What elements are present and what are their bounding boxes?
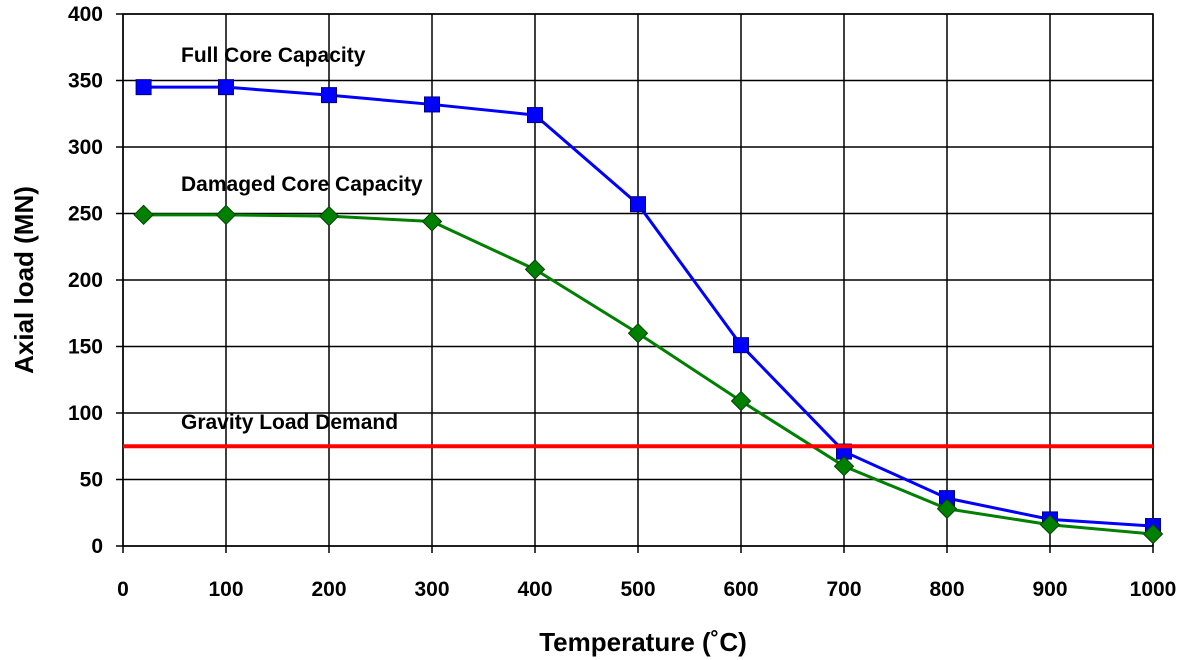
plot-frame bbox=[122, 13, 1154, 547]
data-point-damaged-core-capacity bbox=[627, 322, 649, 344]
data-point-damaged-core-capacity bbox=[133, 204, 154, 226]
y-tick-label: 300 bbox=[68, 136, 103, 159]
y-tick-label: 250 bbox=[68, 203, 103, 226]
x-tick-label: 1000 bbox=[1130, 578, 1177, 601]
x-tick-label: 700 bbox=[826, 578, 861, 601]
data-point-full-core-capacity bbox=[135, 79, 152, 96]
data-point-full-core-capacity bbox=[218, 79, 234, 96]
data-point-damaged-core-capacity bbox=[730, 390, 752, 412]
series-layer bbox=[123, 79, 1164, 545]
y-axis-title: Axial load (MN) bbox=[9, 186, 39, 374]
x-tick-label: 300 bbox=[414, 578, 449, 601]
data-point-full-core-capacity bbox=[527, 107, 543, 124]
annotation-full-core: Full Core Capacity bbox=[181, 44, 366, 67]
data-point-damaged-core-capacity bbox=[1142, 523, 1164, 545]
y-tick-label: 400 bbox=[68, 3, 103, 26]
data-point-damaged-core-capacity bbox=[833, 455, 855, 477]
x-tick-label: 400 bbox=[517, 578, 552, 601]
y-tick-label: 200 bbox=[68, 269, 103, 292]
series-line-full-core-capacity bbox=[143, 85, 1154, 528]
annotation-damaged-core: Damaged Core Capacity bbox=[181, 173, 423, 196]
x-tick-label: 500 bbox=[620, 578, 655, 601]
x-tick-label: 800 bbox=[929, 578, 964, 601]
data-point-damaged-core-capacity bbox=[1039, 514, 1061, 535]
data-point-damaged-core-capacity bbox=[215, 204, 237, 226]
series-line-damaged-core-capacity bbox=[143, 213, 1154, 536]
x-tick-label: 600 bbox=[723, 578, 758, 601]
x-tick-label: 100 bbox=[208, 578, 243, 601]
data-point-full-core-capacity bbox=[630, 196, 646, 213]
y-tick-label: 50 bbox=[80, 469, 103, 492]
x-tick-label: 0 bbox=[117, 578, 129, 601]
data-point-full-core-capacity bbox=[321, 87, 337, 104]
data-point-damaged-core-capacity bbox=[318, 205, 340, 227]
tick-layer: 0 100 200 300 400 500 600 700 800 900 1000 0 50 100 15… bbox=[68, 3, 1176, 601]
data-point-damaged-core-capacity bbox=[524, 259, 546, 280]
y-tick-label: 100 bbox=[68, 402, 103, 425]
y-tick-label: 350 bbox=[68, 70, 103, 93]
y-tick-label: 0 bbox=[91, 535, 103, 558]
x-axis-title: Temperature (˚C) bbox=[539, 627, 747, 657]
y-tick-label: 150 bbox=[68, 336, 103, 359]
data-point-damaged-core-capacity bbox=[936, 498, 958, 519]
x-tick-label: 900 bbox=[1032, 578, 1067, 601]
x-tick-label: 200 bbox=[311, 578, 346, 601]
data-point-full-core-capacity bbox=[733, 337, 749, 354]
data-point-full-core-capacity bbox=[424, 96, 440, 113]
grid-layer bbox=[116, 13, 1154, 553]
data-point-damaged-core-capacity bbox=[421, 211, 443, 232]
annotation-gravity-load: Gravity Load Demand bbox=[181, 411, 398, 434]
